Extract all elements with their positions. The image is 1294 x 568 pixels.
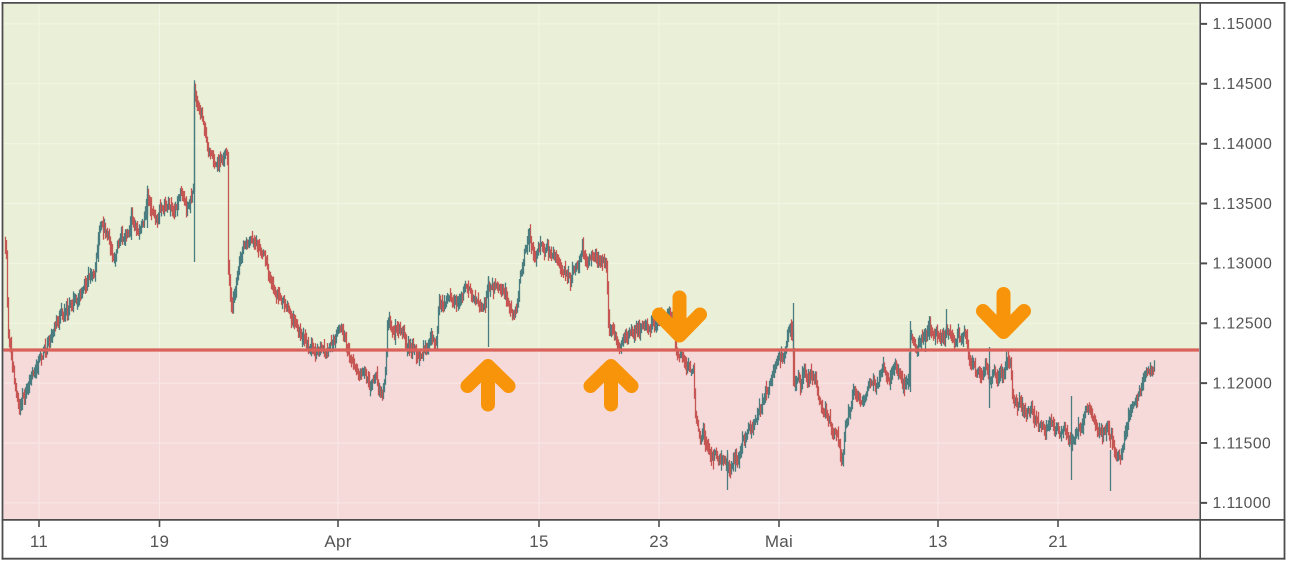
svg-text:11: 11 xyxy=(30,532,48,551)
svg-text:1.12000: 1.12000 xyxy=(1213,375,1273,392)
svg-text:15: 15 xyxy=(529,532,549,551)
svg-text:1.14500: 1.14500 xyxy=(1213,76,1273,93)
svg-text:1.12500: 1.12500 xyxy=(1213,316,1273,333)
svg-text:1.11500: 1.11500 xyxy=(1213,435,1272,452)
svg-text:13: 13 xyxy=(928,532,948,551)
svg-text:1.13000: 1.13000 xyxy=(1213,256,1273,273)
svg-text:23: 23 xyxy=(649,532,669,551)
svg-text:1.13500: 1.13500 xyxy=(1213,196,1273,213)
svg-text:19: 19 xyxy=(150,532,170,551)
svg-text:1.15000: 1.15000 xyxy=(1213,16,1273,33)
svg-text:21: 21 xyxy=(1048,532,1068,551)
svg-text:Mai: Mai xyxy=(765,532,793,551)
svg-text:Apr: Apr xyxy=(324,532,351,551)
svg-text:1.14000: 1.14000 xyxy=(1213,136,1273,153)
svg-text:1.11000: 1.11000 xyxy=(1213,495,1272,512)
